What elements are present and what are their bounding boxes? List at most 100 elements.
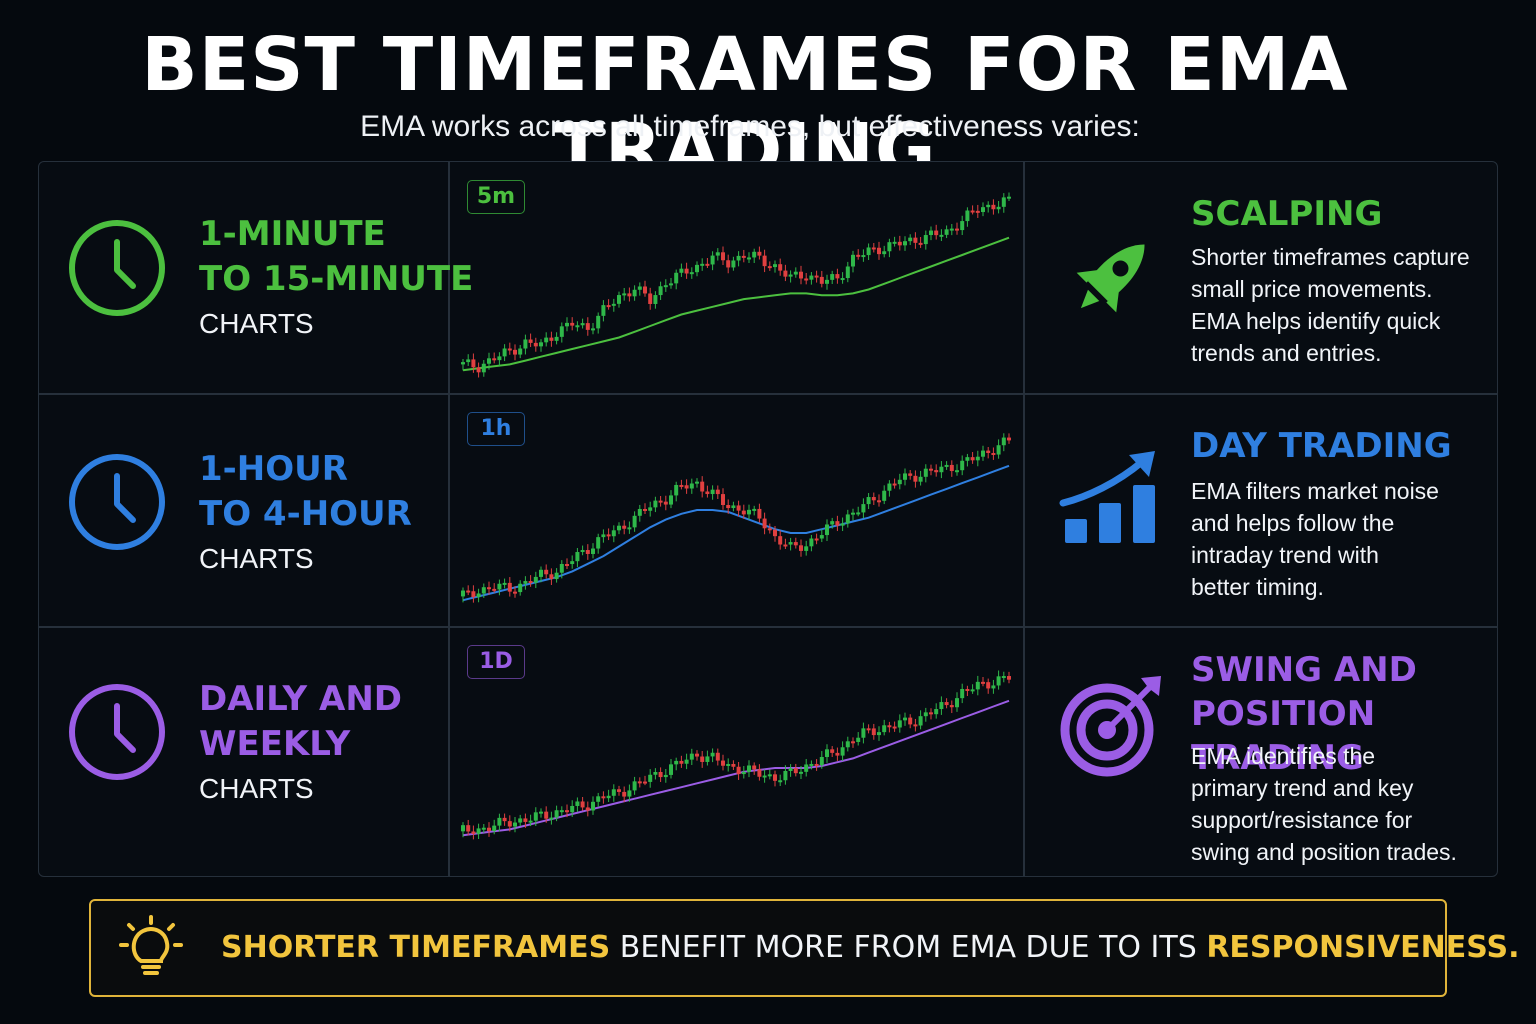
candle-body xyxy=(960,221,965,231)
candle-body xyxy=(825,524,829,536)
candle-body xyxy=(814,763,819,766)
candle-body xyxy=(575,552,580,562)
candle-body xyxy=(903,473,907,480)
candle-body xyxy=(705,491,710,495)
candle-body xyxy=(840,523,845,526)
candle-body xyxy=(466,590,471,593)
candlestick-chart xyxy=(461,192,1011,378)
candle-body xyxy=(669,764,673,775)
candle-body xyxy=(513,591,517,594)
candle-body xyxy=(549,817,554,820)
chart-panel-1d: 1D xyxy=(449,627,1023,859)
candle-body xyxy=(648,293,653,304)
candle-body xyxy=(960,460,965,471)
candle-body xyxy=(726,763,731,766)
candle-body xyxy=(632,515,637,528)
candle-body xyxy=(747,765,751,772)
candle-body xyxy=(1007,196,1011,199)
timeframe-label-minutes: 1-MINUTE TO 15-MINUTE CHARTS xyxy=(199,212,473,346)
candle-body xyxy=(975,456,980,461)
candle-body xyxy=(507,582,512,592)
candle-body xyxy=(975,210,980,213)
timeframe-line1: 1-HOUR xyxy=(199,449,348,489)
candle-body xyxy=(549,574,554,580)
candle-body xyxy=(580,801,585,808)
style-title-scalping: SCALPING xyxy=(1191,194,1383,234)
candle-body xyxy=(648,507,653,511)
candle-body xyxy=(788,274,793,277)
candle-body xyxy=(565,322,569,327)
candle-body xyxy=(653,771,658,775)
candle-body xyxy=(903,241,907,246)
timeframe-line3: CHARTS xyxy=(199,308,314,339)
candle-body xyxy=(830,274,835,280)
candle-body xyxy=(783,270,788,277)
candle-body xyxy=(559,563,564,573)
candle-body xyxy=(778,264,783,271)
candle-body xyxy=(944,464,949,467)
candle-body xyxy=(757,769,762,777)
candle-body xyxy=(851,741,855,744)
candle-body xyxy=(741,510,746,515)
timeframe-badge: 1D xyxy=(467,645,525,679)
candle-body xyxy=(845,266,850,279)
candle-body xyxy=(523,818,528,822)
candle-body xyxy=(663,501,668,505)
candle-body xyxy=(606,795,611,799)
candle-body xyxy=(507,348,512,351)
candle-body xyxy=(674,484,679,496)
candle-body xyxy=(944,229,949,235)
candle-body xyxy=(877,500,881,503)
candle-body xyxy=(674,272,679,284)
candle-body xyxy=(778,780,783,783)
candle-body xyxy=(752,251,757,258)
candle-body xyxy=(939,466,944,473)
candle-body xyxy=(523,339,528,349)
candle-body xyxy=(591,328,595,331)
candle-body xyxy=(565,810,569,813)
page-title: BEST TIMEFRAMES FOR EMA TRADING xyxy=(141,22,1349,194)
column-divider xyxy=(448,162,450,876)
page-subtitle: EMA works across all timeframes, but eff… xyxy=(360,110,1140,143)
candle-body xyxy=(617,295,621,304)
candle-body xyxy=(752,508,757,511)
candle-body xyxy=(929,712,933,715)
candle-body xyxy=(747,257,751,260)
desc-line: swing and position trades. xyxy=(1191,839,1457,865)
timeframe-line1: DAILY AND xyxy=(199,679,403,719)
candle-body xyxy=(767,774,772,777)
candle-body xyxy=(705,756,710,762)
candle-body xyxy=(695,481,699,484)
candle-body xyxy=(715,752,720,761)
ema-line xyxy=(462,236,1010,372)
candle-body xyxy=(799,545,803,551)
candle-body xyxy=(596,315,601,329)
desc-line: intraday trend with xyxy=(1191,542,1379,568)
desc-line: EMA identifies the xyxy=(1191,743,1376,769)
candle-body xyxy=(944,702,949,706)
candle-body xyxy=(793,542,798,546)
candle-body xyxy=(861,255,866,258)
candle-body xyxy=(601,305,606,316)
candle-body xyxy=(908,237,913,242)
style-description: EMA identifies the primary trend and key… xyxy=(1191,740,1491,868)
candle-body xyxy=(923,235,928,245)
candle-body xyxy=(882,490,887,501)
candle-body xyxy=(799,771,803,774)
candle-body xyxy=(1001,197,1006,207)
candle-body xyxy=(481,587,486,594)
candle-body xyxy=(554,572,559,580)
candle-body xyxy=(856,737,861,742)
candle-body xyxy=(835,752,840,756)
candle-body xyxy=(809,275,814,280)
candle-body xyxy=(523,581,528,584)
candle-body xyxy=(492,825,497,832)
candle-body xyxy=(632,781,637,791)
candle-body xyxy=(793,768,798,774)
timeframe-label-hours: 1-HOUR TO 4-HOUR CHARTS xyxy=(199,447,459,581)
timeframe-line2: TO 4-HOUR xyxy=(199,494,412,534)
candle-body xyxy=(856,512,861,515)
candle-body xyxy=(528,820,533,823)
candle-body xyxy=(601,534,606,538)
desc-line: and helps follow the xyxy=(1191,510,1395,536)
